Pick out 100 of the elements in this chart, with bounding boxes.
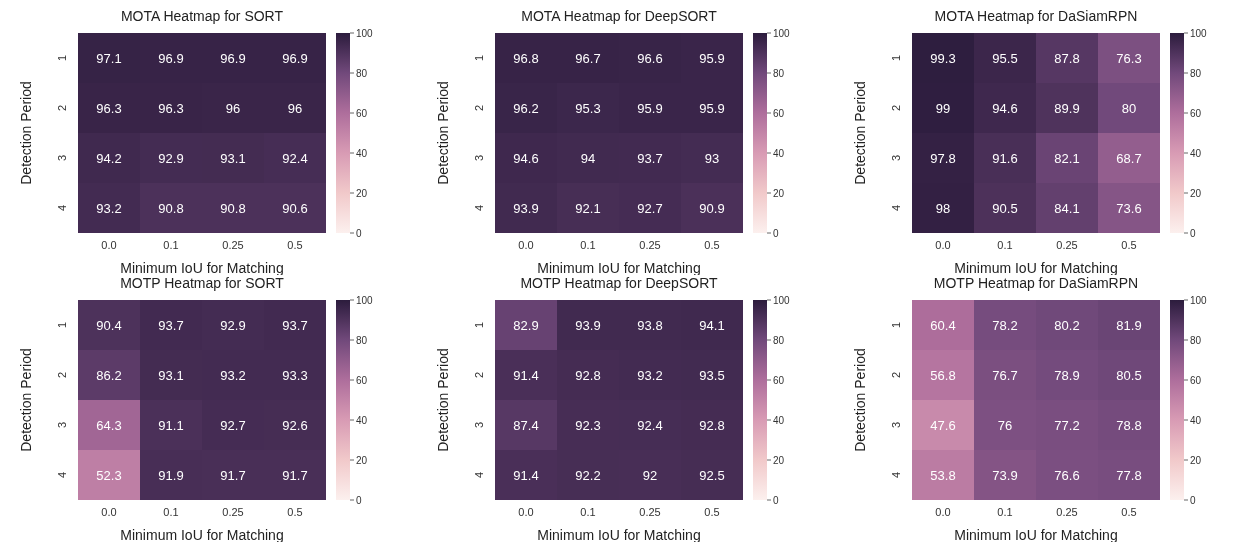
color-bar-label: 20	[773, 187, 785, 199]
color-bar-label: 20	[1190, 187, 1202, 199]
x-tick-label: 0.0	[518, 505, 534, 518]
y-tick-label: 1	[473, 321, 485, 329]
color-bar-label: 100	[1190, 27, 1208, 39]
data-label: 90.5	[992, 200, 1018, 216]
data-label: 77.8	[1116, 467, 1142, 483]
data-label: 96.9	[282, 50, 308, 66]
data-label: 93.7	[158, 317, 184, 333]
color-bar-label: 100	[356, 294, 374, 306]
data-label: 80.2	[1054, 317, 1080, 333]
data-label: 73.9	[992, 467, 1018, 483]
color-bar-label: 40	[773, 414, 785, 426]
data-label: 84.1	[1054, 200, 1080, 216]
data-label: 97.8	[930, 150, 956, 166]
color-bar-label: 60	[773, 107, 785, 119]
x-tick-label: 0.0	[101, 238, 117, 251]
x-tick-label: 0.1	[163, 505, 179, 518]
data-label: 94	[580, 150, 596, 166]
data-label: 90.8	[220, 200, 246, 216]
x-tick-label: 0.5	[287, 505, 303, 518]
color-bar-label: 80	[356, 334, 368, 346]
data-label: 78.8	[1116, 417, 1142, 433]
color-bar-label: 60	[1190, 374, 1202, 386]
data-label: 92	[642, 467, 658, 483]
y-axis-title: Detection Period	[434, 348, 451, 452]
x-tick-label: 0.25	[639, 238, 661, 251]
chart-title: MOTP Heatmap for SORT	[119, 275, 285, 291]
y-axis-title: Detection Period	[17, 348, 34, 452]
data-label: 96.7	[575, 50, 601, 66]
x-tick-label: 0.25	[639, 505, 661, 518]
data-label: 56.8	[930, 367, 956, 383]
x-tick-label: 0.25	[1056, 505, 1078, 518]
color-bar-label: 0	[1190, 227, 1196, 239]
data-label: 90.4	[96, 317, 122, 333]
data-label: 93.2	[637, 367, 663, 383]
data-label: 98	[935, 200, 951, 216]
x-tick-label: 0.0	[101, 505, 117, 518]
y-tick-label: 3	[890, 154, 902, 162]
x-tick-label: 0.25	[222, 505, 244, 518]
data-label: 96.6	[637, 50, 663, 66]
y-tick-label: 3	[56, 421, 68, 429]
color-bar-label: 80	[356, 67, 368, 79]
data-label: 99	[935, 100, 951, 116]
chart-title: MOTA Heatmap for DaSiamRPN	[933, 8, 1139, 24]
data-label: 94.1	[699, 317, 725, 333]
data-label: 76.6	[1054, 467, 1080, 483]
color-bar-label: 0	[356, 227, 362, 239]
color-bar-label: 40	[356, 147, 368, 159]
data-label: 90.9	[699, 200, 725, 216]
color-bar-label: 60	[356, 374, 368, 386]
data-label: 95.5	[992, 50, 1018, 66]
data-label: 93.1	[220, 150, 246, 166]
data-label: 93.1	[158, 367, 184, 383]
data-label: 93.7	[282, 317, 308, 333]
data-label: 92.1	[575, 200, 601, 216]
y-tick-label: 1	[56, 321, 68, 329]
data-label: 96.3	[158, 100, 184, 116]
data-label: 80	[1121, 100, 1137, 116]
x-tick-label: 0.5	[704, 238, 720, 251]
x-tick-label: 0.5	[704, 505, 720, 518]
x-axis-title: Minimum IoU for Matching	[120, 527, 284, 543]
data-label: 87.4	[513, 417, 539, 433]
data-label: 93.2	[96, 200, 122, 216]
data-label: 89.9	[1054, 100, 1080, 116]
color-bar-label: 80	[773, 67, 785, 79]
data-label: 96.3	[96, 100, 122, 116]
x-tick-label: 0.5	[1121, 238, 1137, 251]
y-tick-label: 3	[56, 154, 68, 162]
data-label: 93.2	[220, 367, 246, 383]
color-bar-label: 80	[773, 334, 785, 346]
data-label: 52.3	[96, 467, 122, 483]
data-label: 92.9	[220, 317, 246, 333]
x-tick-label: 0.1	[997, 238, 1013, 251]
y-axis-title: Detection Period	[851, 81, 868, 185]
data-label: 92.4	[637, 417, 663, 433]
data-label: 91.7	[220, 467, 246, 483]
color-bar-label: 100	[773, 294, 791, 306]
data-label: 94.6	[513, 150, 539, 166]
x-axis-title: Minimum IoU for Matching	[954, 260, 1118, 276]
color-bar-label: 40	[773, 147, 785, 159]
color-bar-label: 100	[773, 27, 791, 39]
y-tick-label: 3	[473, 421, 485, 429]
data-label: 64.3	[96, 417, 122, 433]
data-label: 73.6	[1116, 200, 1142, 216]
data-label: 60.4	[930, 317, 956, 333]
data-label: 91.7	[282, 467, 308, 483]
y-tick-label: 1	[890, 321, 902, 329]
data-label: 97.1	[96, 50, 122, 66]
y-tick-label: 4	[56, 471, 68, 479]
data-label: 93.5	[699, 367, 725, 383]
y-tick-label: 1	[56, 54, 68, 62]
y-tick-label: 4	[890, 204, 902, 212]
x-tick-label: 0.5	[1121, 505, 1137, 518]
x-tick-label: 0.0	[935, 505, 951, 518]
data-label: 93.9	[575, 317, 601, 333]
color-bar-label: 60	[1190, 107, 1202, 119]
data-label: 91.1	[158, 417, 184, 433]
y-axis-title: Detection Period	[434, 81, 451, 185]
y-tick-label: 1	[473, 54, 485, 62]
